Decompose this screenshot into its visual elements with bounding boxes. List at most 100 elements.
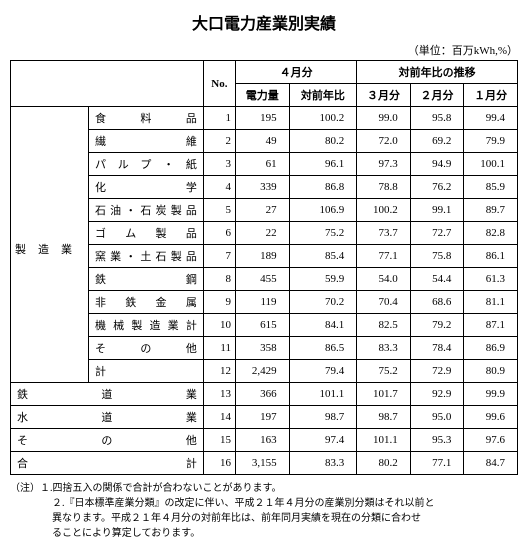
- table-row: そ の 他1516397.4101.195.397.6: [11, 429, 518, 452]
- value-cell: 83.3: [357, 337, 411, 360]
- value-cell: 2: [203, 130, 235, 153]
- value-cell: 11: [203, 337, 235, 360]
- value-cell: 68.6: [410, 291, 464, 314]
- value-cell: 54.0: [357, 268, 411, 291]
- value-cell: 98.7: [357, 406, 411, 429]
- category-cell: パルプ・紙: [89, 153, 204, 176]
- value-cell: 615: [235, 314, 289, 337]
- value-cell: 22: [235, 222, 289, 245]
- value-cell: 70.2: [289, 291, 357, 314]
- header-power: 電力量: [235, 84, 289, 107]
- value-cell: 4: [203, 176, 235, 199]
- category-cell: 非鉄金属: [89, 291, 204, 314]
- value-cell: 85.4: [289, 245, 357, 268]
- notes-line2c: ることにより算定しております。: [10, 526, 518, 541]
- value-cell: 84.7: [464, 452, 518, 475]
- value-cell: 1: [203, 107, 235, 130]
- header-m2: ２月分: [410, 84, 464, 107]
- unit-label: （単位：百万kWh,%）: [10, 42, 518, 58]
- category-cell: 水 道 業: [11, 406, 204, 429]
- value-cell: 80.9: [464, 360, 518, 383]
- value-cell: 101.1: [357, 429, 411, 452]
- value-cell: 72.9: [410, 360, 464, 383]
- notes-prefix: （注）: [10, 483, 40, 494]
- value-cell: 82.5: [357, 314, 411, 337]
- value-cell: 80.2: [289, 130, 357, 153]
- value-cell: 79.9: [464, 130, 518, 153]
- header-no: No.: [203, 61, 235, 107]
- value-cell: 54.4: [410, 268, 464, 291]
- value-cell: 80.2: [357, 452, 411, 475]
- value-cell: 73.7: [357, 222, 411, 245]
- value-cell: 2,429: [235, 360, 289, 383]
- value-cell: 86.9: [464, 337, 518, 360]
- category-cell: 化 学: [89, 176, 204, 199]
- value-cell: 366: [235, 383, 289, 406]
- value-cell: 75.2: [357, 360, 411, 383]
- data-table: No. ４月分 対前年比の推移 電力量 対前年比 ３月分 ２月分 １月分 製造業…: [10, 60, 518, 475]
- notes: （注）１.四捨五入の関係で合計が合わないことがあります。 ２.『日本標準産業分類…: [10, 481, 518, 541]
- value-cell: 75.2: [289, 222, 357, 245]
- value-cell: 70.4: [357, 291, 411, 314]
- table-row: 水 道 業1419798.798.795.099.6: [11, 406, 518, 429]
- value-cell: 72.0: [357, 130, 411, 153]
- value-cell: 163: [235, 429, 289, 452]
- value-cell: 95.3: [410, 429, 464, 452]
- header-month-group: ４月分: [235, 61, 356, 84]
- value-cell: 9: [203, 291, 235, 314]
- notes-line2a: ２.『日本標準産業分類』の改定に伴い、平成２１年４月分の産業別分類はそれ以前と: [10, 496, 518, 511]
- category-cell: 合 計: [11, 452, 204, 475]
- value-cell: 455: [235, 268, 289, 291]
- value-cell: 197: [235, 406, 289, 429]
- value-cell: 13: [203, 383, 235, 406]
- value-cell: 49: [235, 130, 289, 153]
- value-cell: 77.1: [357, 245, 411, 268]
- value-cell: 79.2: [410, 314, 464, 337]
- category-cell: 石油・石炭製品: [89, 199, 204, 222]
- value-cell: 79.4: [289, 360, 357, 383]
- value-cell: 95.0: [410, 406, 464, 429]
- value-cell: 76.2: [410, 176, 464, 199]
- value-cell: 101.1: [289, 383, 357, 406]
- header-m3: ３月分: [357, 84, 411, 107]
- value-cell: 97.3: [357, 153, 411, 176]
- value-cell: 99.1: [410, 199, 464, 222]
- table-body: 製造業食 料 品1195100.299.095.899.4繊 維24980.27…: [11, 107, 518, 475]
- vertical-label: 製造業: [11, 107, 89, 383]
- value-cell: 339: [235, 176, 289, 199]
- value-cell: 97.4: [289, 429, 357, 452]
- value-cell: 100.1: [464, 153, 518, 176]
- value-cell: 189: [235, 245, 289, 268]
- table-row: 合 計163,15583.380.277.184.7: [11, 452, 518, 475]
- category-cell: 機械製造業計: [89, 314, 204, 337]
- value-cell: 92.9: [410, 383, 464, 406]
- value-cell: 77.1: [410, 452, 464, 475]
- category-cell: 繊 維: [89, 130, 204, 153]
- header-trend-group: 対前年比の推移: [357, 61, 518, 84]
- value-cell: 98.7: [289, 406, 357, 429]
- value-cell: 97.6: [464, 429, 518, 452]
- value-cell: 96.1: [289, 153, 357, 176]
- table-row: 鉄 道 業13366101.1101.792.999.9: [11, 383, 518, 406]
- value-cell: 5: [203, 199, 235, 222]
- category-cell: 計: [89, 360, 204, 383]
- table-row: 製造業食 料 品1195100.299.095.899.4: [11, 107, 518, 130]
- category-cell: 窯業・土石製品: [89, 245, 204, 268]
- value-cell: 85.9: [464, 176, 518, 199]
- value-cell: 84.1: [289, 314, 357, 337]
- value-cell: 6: [203, 222, 235, 245]
- value-cell: 99.6: [464, 406, 518, 429]
- notes-line2b: 異なります。平成２１年４月分の対前年比は、前年同月実績を現在の分類に合わせ: [10, 511, 518, 526]
- value-cell: 78.8: [357, 176, 411, 199]
- value-cell: 100.2: [357, 199, 411, 222]
- value-cell: 27: [235, 199, 289, 222]
- value-cell: 8: [203, 268, 235, 291]
- value-cell: 99.9: [464, 383, 518, 406]
- value-cell: 16: [203, 452, 235, 475]
- value-cell: 14: [203, 406, 235, 429]
- category-cell: 食 料 品: [89, 107, 204, 130]
- category-cell: 鉄 鋼: [89, 268, 204, 291]
- value-cell: 59.9: [289, 268, 357, 291]
- value-cell: 99.4: [464, 107, 518, 130]
- category-cell: そ の 他: [89, 337, 204, 360]
